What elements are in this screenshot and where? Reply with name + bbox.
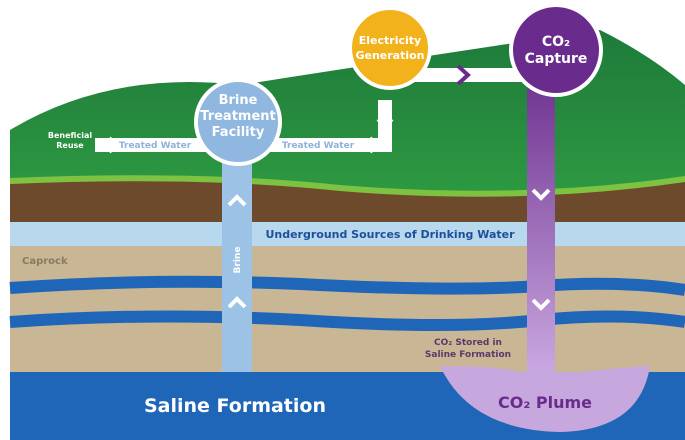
label-line: Brine: [219, 93, 258, 108]
label-line: Saline Formation: [425, 350, 511, 360]
electricity-node: [350, 8, 430, 88]
label-line: Capture: [525, 51, 588, 67]
layer-label: Underground Sources of Drinking Water: [265, 228, 515, 241]
label-line: CO₂ Stored in: [434, 338, 502, 348]
diagram: BrineTreatmentFacility ElectricityGenera…: [0, 0, 685, 440]
label-line: Generation: [355, 49, 424, 62]
layer-label: Caprock: [22, 256, 68, 267]
caprock: [10, 246, 685, 372]
flow-label: Treated Water: [282, 141, 355, 151]
page: BrineTreatmentFacility ElectricityGenera…: [0, 0, 685, 440]
flow-label: Treated Water: [119, 141, 192, 151]
co2-capture-node: [511, 5, 601, 95]
label-line: CO₂: [542, 34, 570, 50]
layer-label: Saline Formation: [144, 395, 326, 417]
label-line: Treatment: [200, 109, 276, 124]
layer-label: CO₂ Plume: [498, 393, 592, 412]
label-line: Electricity: [359, 34, 421, 47]
label-line: Facility: [212, 125, 265, 140]
label-line: Reuse: [56, 141, 84, 150]
flow-label: Brine: [233, 247, 243, 274]
co2-pipe: [527, 60, 555, 372]
label-line: Beneficial: [48, 131, 92, 140]
aquifer-band: [10, 282, 685, 290]
